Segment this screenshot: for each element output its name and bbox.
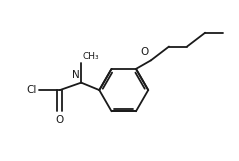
Text: O: O [56,114,64,125]
Text: O: O [141,47,149,57]
Text: Cl: Cl [27,85,37,95]
Text: N: N [72,71,80,80]
Text: CH₃: CH₃ [82,52,99,61]
